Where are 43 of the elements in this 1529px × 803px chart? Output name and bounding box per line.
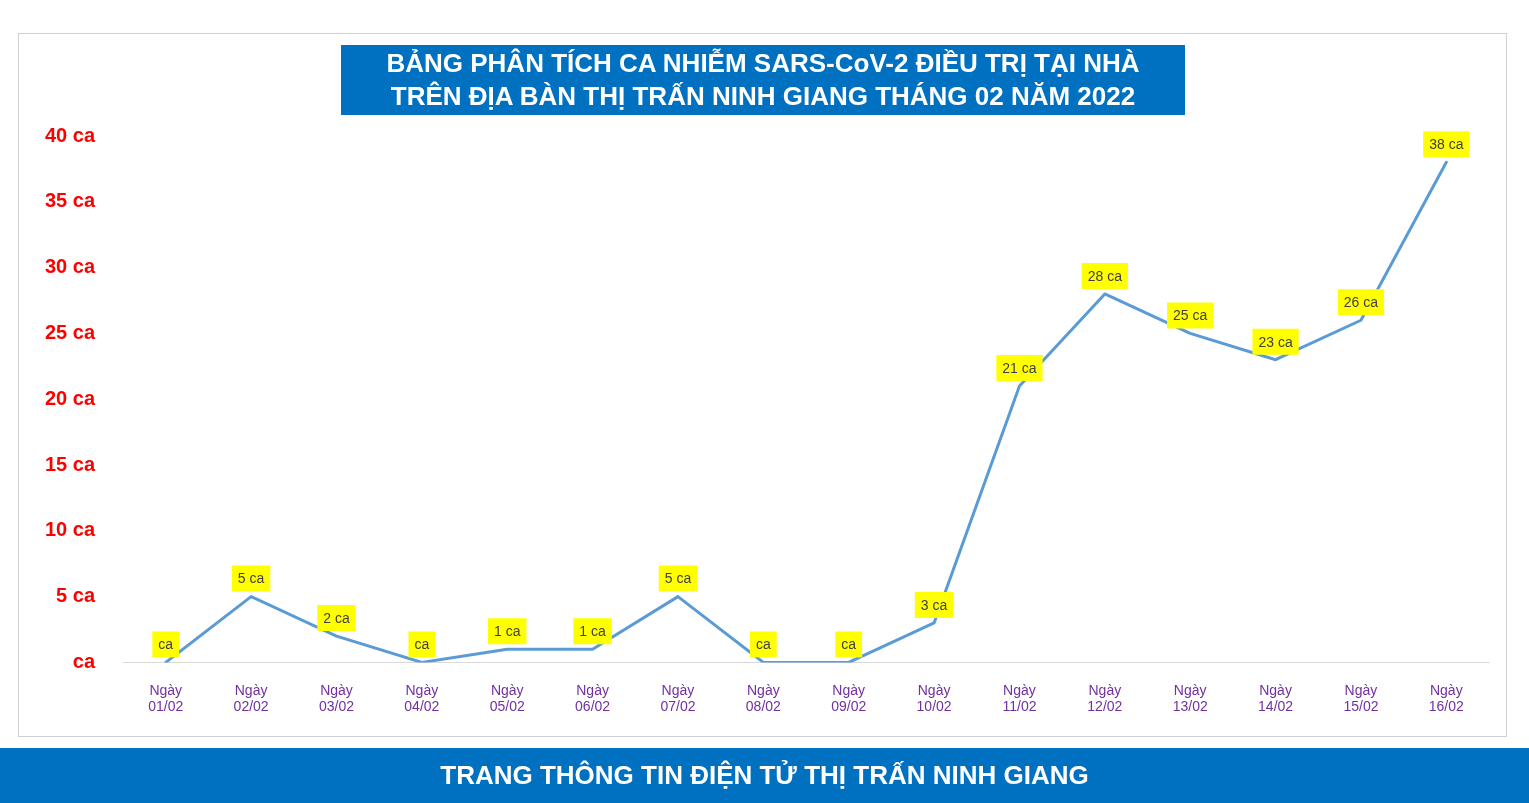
data-label: ca xyxy=(841,636,857,653)
x-tick-label: Ngày 16/02 xyxy=(1428,681,1465,715)
y-tick-label: 40 ca xyxy=(44,123,96,146)
data-label: 5 ca xyxy=(664,570,692,587)
x-tick-label: Ngày 01/02 xyxy=(148,681,184,715)
y-tick-label: 10 ca xyxy=(44,518,96,541)
y-tick-label: 25 ca xyxy=(44,320,96,343)
x-tick-label: Ngày 05/02 xyxy=(489,681,525,715)
data-label: 26 ca xyxy=(1343,294,1379,311)
y-tick-label: 30 ca xyxy=(44,255,96,278)
data-label: 3 ca xyxy=(920,596,948,613)
x-tick-label: Ngày 15/02 xyxy=(1343,681,1379,715)
y-tick-label: ca xyxy=(72,649,96,672)
text: TRANG THÔNG TIN ĐIỆN TỬ THỊ TRẤN NINH GIANG xyxy=(0,748,1529,803)
data-label: 28 ca xyxy=(1087,267,1123,284)
x-tick-label: Ngày 02/02 xyxy=(233,681,269,715)
x-tick-label: Ngày 07/02 xyxy=(660,681,696,715)
chart-title: BẢNG PHÂN TÍCH CA NHIỄM SARS-CoV-2 ĐIỀU TRỊ TẠI NHÀ TRÊN ĐỊA BÀN THỊ TRẤN NINH GIANG THÁNG 02 NĂM 2022 xyxy=(341,45,1185,115)
x-tick-label: Ngày 03/02 xyxy=(318,681,355,715)
data-label: ca xyxy=(414,636,430,653)
x-tick-label: Ngày 14/02 xyxy=(1258,681,1294,715)
data-label: ca xyxy=(755,636,771,653)
x-tick-label: Ngày 13/02 xyxy=(1172,681,1208,715)
x-tick-label: Ngày 10/02 xyxy=(916,681,952,715)
data-label: 25 ca xyxy=(1173,307,1208,324)
data-label: 23 ca xyxy=(1258,333,1293,350)
x-tick-label: Ngày 09/02 xyxy=(831,681,867,715)
data-label: ca xyxy=(158,636,174,653)
x-tick-label: Ngày 04/02 xyxy=(404,681,440,715)
data-label: 1 ca xyxy=(493,623,521,640)
x-tick-label: Ngày 12/02 xyxy=(1087,681,1123,715)
y-tick-label: 15 ca xyxy=(44,452,96,475)
y-tick-label: 5 ca xyxy=(56,584,96,607)
data-label: 38 ca xyxy=(1429,136,1464,153)
x-tick-label: Ngày 08/02 xyxy=(745,681,782,715)
y-tick-label: 35 ca xyxy=(44,189,96,212)
data-label: 21 ca xyxy=(1002,359,1037,376)
x-tick-label: Ngày 06/02 xyxy=(575,681,611,715)
data-label: 1 ca xyxy=(579,623,607,640)
data-label: 2 ca xyxy=(323,609,350,626)
x-tick-label: Ngày 11/02 xyxy=(1002,681,1037,715)
y-tick-label: 20 ca xyxy=(44,386,96,409)
data-label: 5 ca xyxy=(237,570,265,587)
